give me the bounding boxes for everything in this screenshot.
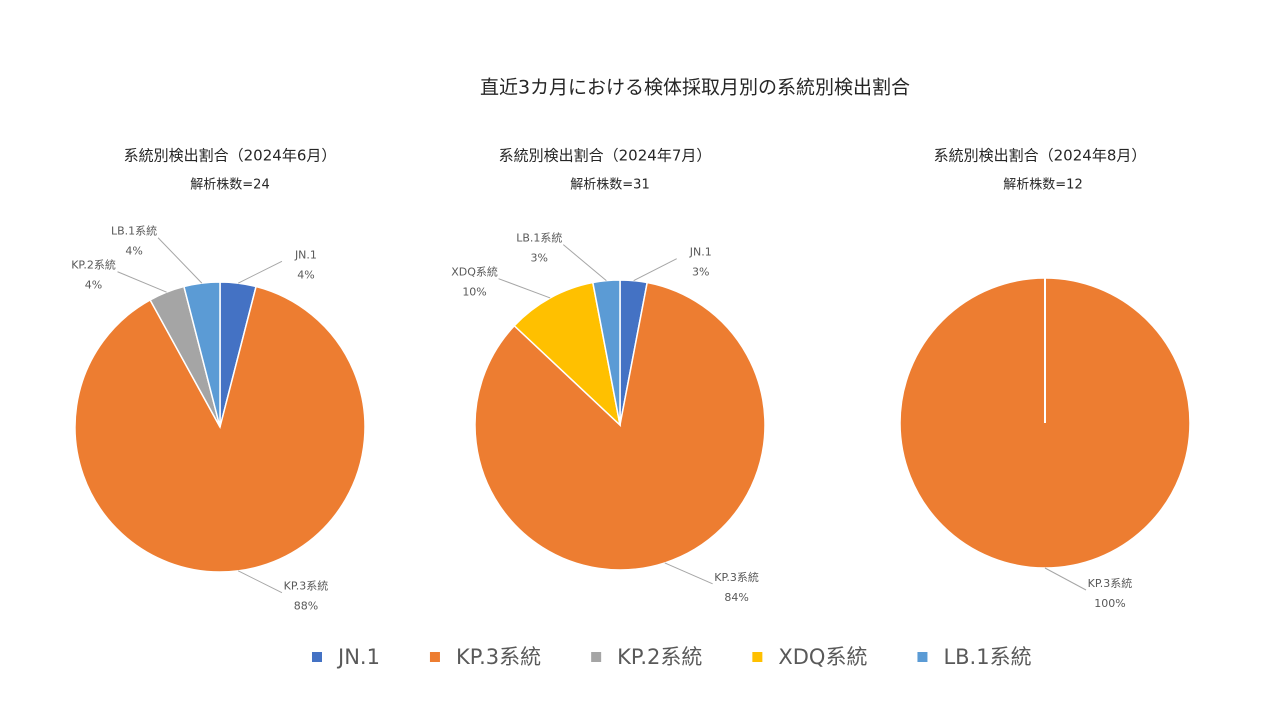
leader-line [498, 278, 551, 299]
chart-subtitle: 解析株数=31 [570, 178, 649, 193]
legend-label: KP.3系統 [456, 645, 541, 669]
legend-swatch [429, 652, 440, 662]
data-label-value: 3% [531, 252, 548, 265]
data-label-value: 4% [125, 245, 142, 258]
legend-label: XDQ系統 [778, 645, 867, 669]
data-label-value: 88% [294, 600, 318, 613]
pie-slice [513, 281, 622, 428]
chart-title: 系統別検出割合（2024年7月） [499, 147, 712, 165]
data-label-value: 10% [462, 286, 486, 299]
main-title: 直近3カ月における検体採取月別の系統別検出割合 [480, 77, 910, 99]
legend-label: LB.1系統 [943, 645, 1031, 669]
legend-swatch [917, 652, 928, 662]
data-label-value: 84% [724, 591, 748, 604]
legend-label: JN.1 [336, 645, 380, 669]
legend-swatch [591, 652, 602, 662]
legend: JN.1 KP.3系統 KP.2系統 XDQ系統 LB.1系統 [312, 645, 1032, 669]
leader-line [157, 237, 203, 284]
chart-subtitle: 解析株数=12 [1003, 178, 1082, 193]
legend-swatch [312, 652, 322, 662]
leader-line [633, 258, 677, 282]
leader-line [562, 244, 607, 282]
chart-title: 系統別検出割合（2024年6月） [124, 147, 337, 165]
chart-title: 系統別検出割合（2024年8月） [934, 147, 1147, 165]
data-label-name: KP.3系統 [714, 570, 759, 584]
data-label-value: 100% [1094, 597, 1125, 610]
leader-line [664, 562, 713, 585]
data-label-value: 4% [297, 268, 314, 281]
pie-slice [474, 281, 766, 571]
leader-line [117, 271, 167, 293]
data-label-name: KP.3系統 [1088, 576, 1133, 590]
legend-label: KP.2系統 [617, 645, 702, 669]
chart-subtitle: 解析株数=24 [190, 178, 269, 193]
data-label-name: KP.3系統 [284, 579, 329, 593]
data-label-name: LB.1系統 [111, 224, 157, 238]
data-label-name: JN.1 [294, 248, 317, 261]
leader-line [237, 570, 283, 594]
data-label-value: 3% [692, 266, 709, 279]
data-label-value: 4% [85, 279, 102, 292]
data-label-name: LB.1系統 [516, 231, 562, 245]
data-label-name: XDQ系統 [451, 265, 498, 279]
data-label-name: JN.1 [689, 246, 712, 259]
data-label-name: KP.2系統 [71, 258, 116, 272]
legend-swatch [752, 652, 763, 662]
leader-line [1044, 567, 1087, 591]
leader-line [237, 260, 283, 284]
